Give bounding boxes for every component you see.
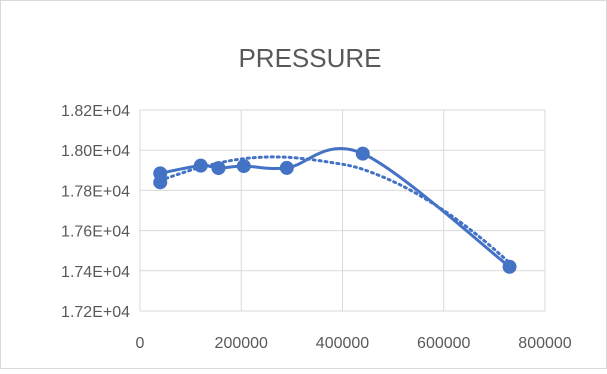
x-tick-label: 0 — [136, 335, 145, 352]
data-markers — [153, 146, 517, 274]
data-point — [211, 161, 226, 176]
x-axis-tick-labels: 0 200000 400000 600000 800000 — [136, 335, 572, 352]
x-tick-label: 600000 — [417, 335, 470, 352]
data-point — [355, 146, 370, 161]
trendline — [158, 155, 512, 265]
trendline-layer — [158, 155, 512, 265]
data-point — [279, 160, 294, 175]
y-tick-label: 1.78E+04 — [61, 183, 130, 200]
data-point — [502, 259, 517, 274]
y-tick-label: 1.74E+04 — [61, 264, 130, 281]
y-tick-label: 1.76E+04 — [61, 224, 130, 241]
data-point — [193, 158, 208, 173]
data-point — [236, 159, 251, 174]
x-tick-label: 400000 — [316, 335, 369, 352]
chart-title: PRESSURE — [238, 43, 381, 73]
data-point — [153, 175, 168, 190]
y-axis-tick-labels: 1.72E+04 1.74E+04 1.76E+04 1.78E+04 1.80E+04… — [61, 103, 130, 321]
y-tick-label: 1.72E+04 — [61, 304, 130, 321]
y-tick-label: 1.80E+04 — [61, 143, 130, 160]
x-tick-label: 200000 — [215, 335, 268, 352]
y-tick-label: 1.82E+04 — [61, 103, 130, 120]
x-tick-label: 800000 — [518, 335, 571, 352]
